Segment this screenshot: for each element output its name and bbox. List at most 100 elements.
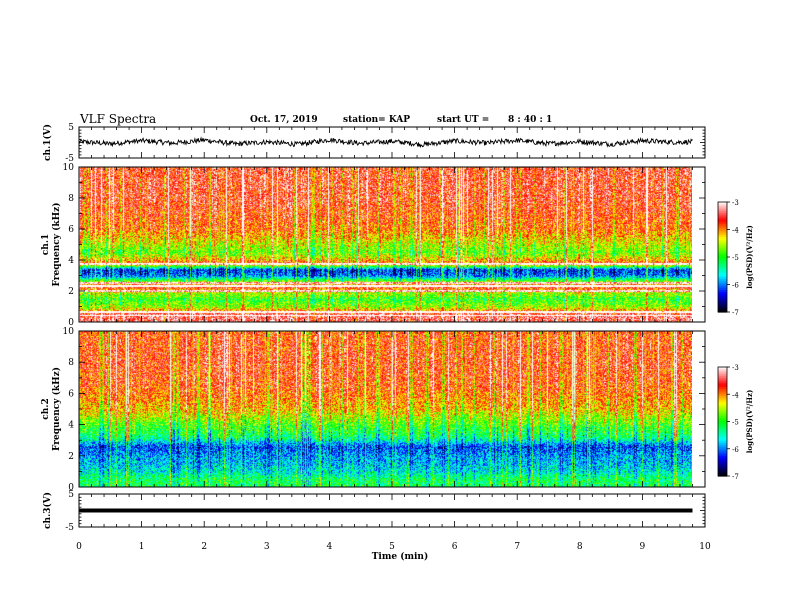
ch1-colorbar-swatch: [718, 260, 727, 264]
ch2-colorbar-tick-label: -3: [732, 364, 739, 372]
ch2-colorbar-label-text: log(PSD)(V²/Hz): [745, 390, 754, 454]
ch1-colorbar-swatch: [718, 203, 727, 207]
ch2-colorbar-swatch: [718, 376, 727, 379]
ch2-colorbar-swatch: [718, 472, 727, 475]
x-tick-label: 0: [76, 542, 82, 552]
ch1-colorbar-swatch: [718, 253, 727, 256]
ch2-colorbar-swatch: [718, 403, 727, 406]
ch2-colorbar-swatch: [718, 432, 727, 435]
ch2-spec-image: [79, 331, 692, 487]
ch1-spec-ytick-label: 0: [68, 318, 74, 328]
ch1-colorbar-swatch: [718, 227, 727, 231]
ch1-colorbar-swatch: [718, 306, 727, 309]
ch1-colorbar-swatch: [718, 279, 727, 282]
ch1-colorbar-swatch: [718, 273, 727, 276]
ch2-colorbar-swatch: [718, 428, 727, 432]
ch1-colorbar-swatch: [718, 299, 727, 302]
ch2-colorbar-swatch: [718, 397, 727, 401]
ch1-colorbar-swatch: [718, 301, 727, 304]
ch2-colorbar-swatch: [718, 465, 727, 468]
ch1-colorbar-swatch: [718, 284, 727, 287]
ch1-colorbar-swatch: [718, 214, 727, 218]
ch2-colorbar-swatch: [718, 456, 727, 459]
ch1-colorbar-swatch: [718, 297, 727, 300]
ch1-colorbar-swatch: [718, 290, 727, 293]
x-tick-label: 2: [201, 542, 207, 552]
ch1-colorbar-tick-label: -5: [732, 254, 739, 262]
ch1-spec-ylabel: ch.1 Frequency (kHz): [41, 202, 62, 286]
ch2-colorbar-swatch: [718, 383, 727, 386]
ch1-colorbar-swatch: [718, 269, 727, 273]
ch1-colorbar-swatch: [718, 280, 727, 284]
ch2-colorbar-swatch: [718, 414, 727, 417]
ch1-wave-ytick-label: -5: [65, 154, 74, 164]
ch2-colorbar-swatch: [718, 379, 727, 383]
ch2-colorbar-swatch: [718, 385, 727, 388]
ch1-colorbar-swatch: [718, 262, 727, 265]
ch2-colorbar-swatch: [718, 457, 727, 461]
ch1-colorbar-swatch: [718, 295, 727, 298]
ch3-wave-ylabel-text: ch.3(V): [42, 492, 53, 529]
ch1-colorbar-swatch: [718, 242, 727, 245]
ch2-colorbar-swatch: [718, 396, 727, 399]
ch1-colorbar-swatch: [718, 286, 727, 289]
ch2-colorbar-swatch: [718, 368, 727, 372]
ch1-colorbar-swatch: [718, 233, 727, 236]
ch2-colorbar-swatch: [718, 425, 727, 428]
ch1-colorbar-swatch: [718, 271, 727, 275]
ch1-colorbar-label-text: log(PSD)(V²/Hz): [745, 225, 754, 289]
ch2-spec-ytick-label: 6: [68, 389, 74, 399]
ch1-colorbar-swatch: [718, 229, 727, 232]
ch1-colorbar-swatch: [718, 235, 727, 238]
ch2-colorbar-swatch: [718, 437, 727, 441]
ch2-colorbar-swatch: [718, 436, 727, 439]
ch1-colorbar-tick-label: -4: [732, 227, 739, 235]
ch2-spec-ytick-label: 4: [68, 421, 74, 431]
ch1-spec-ytick-label: 4: [68, 256, 74, 266]
ch2-spec-ylabel-freq: Frequency (kHz): [51, 367, 62, 451]
ch2-colorbar-tick-label: -7: [732, 473, 739, 481]
date-label: Oct. 17, 2019: [250, 115, 318, 125]
x-tick-label: 10: [699, 542, 711, 552]
ch1-colorbar-swatch: [718, 211, 727, 214]
ch2-colorbar-swatch: [718, 474, 727, 477]
ch2-spec-ylabel: ch.2 Frequency (kHz): [41, 367, 62, 451]
station-label: station= KAP: [343, 115, 411, 125]
ch2-colorbar-swatch: [718, 450, 727, 453]
ch2-colorbar-swatch: [718, 372, 727, 375]
ch2-colorbar-swatch: [718, 423, 727, 426]
ch1-colorbar-swatch: [718, 225, 727, 229]
ch2-spec-ytick-label: 2: [68, 452, 74, 462]
ch1-colorbar-swatch: [718, 255, 727, 258]
ch1-wave-trace: [78, 136, 693, 149]
ch2-colorbar-swatch: [718, 421, 727, 424]
ch2-colorbar-swatch: [718, 408, 727, 412]
ch1-wave-ylabel-text: ch.1(V): [42, 124, 53, 161]
ch1-colorbar-swatch: [718, 240, 727, 243]
chart-title: VLF Spectra: [80, 112, 157, 126]
ch1-colorbar-swatch: [718, 249, 727, 253]
ch2-colorbar-swatch: [718, 374, 727, 377]
ch1-colorbar-swatch: [718, 213, 727, 216]
ch2-colorbar-swatch: [718, 461, 727, 464]
ch2-colorbar-swatch: [718, 443, 727, 446]
ch2-colorbar-swatch: [718, 381, 727, 384]
ch1-colorbar-swatch: [718, 224, 727, 227]
ch2-colorbar-swatch: [718, 468, 727, 472]
ch1-colorbar-swatch: [718, 268, 727, 271]
ch1-colorbar-swatch: [718, 251, 727, 254]
ch1-colorbar-swatch: [718, 247, 727, 251]
ch1-colorbar-swatch: [718, 216, 727, 220]
x-tick-label: 6: [452, 542, 458, 552]
ch1-spec-ytick-label: 10: [63, 163, 75, 173]
x-tick-label: 8: [577, 542, 583, 552]
ch2-spec-ylabel-ch: ch.2: [41, 398, 51, 419]
ch1-colorbar-swatch: [718, 275, 727, 278]
ch1-colorbar-swatch: [718, 244, 727, 247]
ch1-colorbar-swatch: [718, 205, 727, 209]
ch2-colorbar-swatch: [718, 394, 727, 397]
x-tick-label: 7: [514, 542, 520, 552]
ch1-wave-ylabel: ch.1(V): [42, 124, 53, 161]
ch2-spec-ytick-label: 10: [63, 327, 75, 337]
ch2-colorbar-swatch: [718, 441, 727, 444]
